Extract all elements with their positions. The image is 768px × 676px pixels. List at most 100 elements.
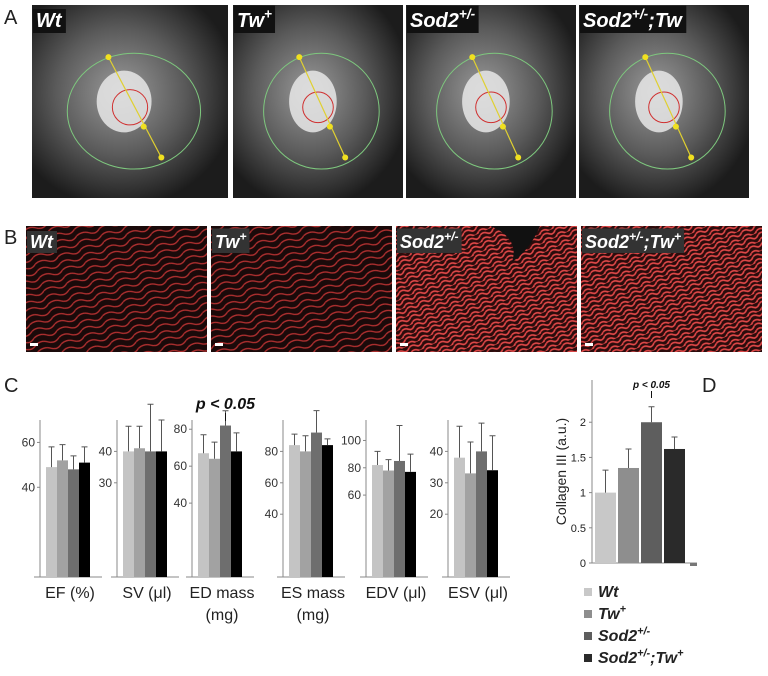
mri-contour <box>609 52 726 170</box>
superscript: + <box>239 229 246 243</box>
mri-point <box>342 154 349 161</box>
mri-axis <box>471 56 519 158</box>
label-part: Sod2 <box>585 232 629 252</box>
bar <box>465 473 476 577</box>
superscript: +/- <box>629 229 644 243</box>
image-label: Wt <box>30 232 54 252</box>
label-part: Wt <box>598 584 619 601</box>
mri-axis <box>644 56 692 158</box>
label-part: ;Tw <box>648 10 683 32</box>
mri-heart <box>635 70 683 133</box>
bar <box>476 451 487 577</box>
label-part: Sod2 <box>598 650 637 667</box>
bar <box>454 457 465 577</box>
error-bar <box>302 435 309 452</box>
error-bar <box>233 432 240 452</box>
scale-bar <box>585 343 593 346</box>
error-bar <box>125 425 132 452</box>
label-part: Sod2 <box>583 10 632 32</box>
label-box <box>234 5 276 33</box>
bar <box>46 467 57 577</box>
label-box <box>580 5 687 33</box>
bar <box>123 451 134 577</box>
y-tick-label: 0 <box>580 558 586 570</box>
legend-swatch <box>584 632 592 640</box>
mri-heart <box>289 70 337 133</box>
x-axis-label: SV (μl) <box>122 585 171 602</box>
x-axis-label: ED mass <box>190 585 255 602</box>
panel-letter: D <box>702 375 716 397</box>
legend-label: Sod2+/- <box>598 625 650 645</box>
mri-heart <box>96 70 152 133</box>
mri-point <box>105 54 112 61</box>
legend-swatch <box>584 588 592 596</box>
y-tick-label: 60 <box>265 476 279 490</box>
bar <box>57 460 68 577</box>
superscript: + <box>264 7 272 22</box>
panel-letter: B <box>4 227 17 249</box>
label-box <box>212 228 250 253</box>
bar <box>394 460 405 577</box>
y-tick-label: 0.5 <box>571 523 586 535</box>
bar <box>618 467 639 563</box>
label-part: Wt <box>36 10 63 32</box>
label-part: ;Tw <box>650 650 679 667</box>
mri-point <box>326 123 333 130</box>
label-part: Sod2 <box>400 232 444 252</box>
error-bar <box>211 441 218 459</box>
y-tick-label: 60 <box>174 459 188 473</box>
axis-end <box>690 563 697 566</box>
superscript: +/- <box>637 647 650 659</box>
y-tick-label: 40 <box>265 507 279 521</box>
x-axis-label: (mg) <box>297 607 330 624</box>
bar <box>145 451 156 577</box>
error-bar <box>48 446 55 468</box>
y-tick-label: 2 <box>580 417 586 429</box>
y-tick-label: 40 <box>430 444 444 458</box>
mri-point <box>688 154 695 161</box>
legend-label: Wt <box>598 584 619 601</box>
error-bar <box>158 419 165 452</box>
bar <box>311 432 322 577</box>
mri-point <box>296 54 303 61</box>
x-axis-label: EF (%) <box>45 585 95 602</box>
bar <box>156 451 167 577</box>
y-tick-label: 100 <box>341 433 361 447</box>
x-axis-label: (mg) <box>206 607 239 624</box>
mri-roi <box>111 89 149 126</box>
error-bar <box>81 446 88 463</box>
legend-label: Sod2+/-;Tw+ <box>598 647 684 667</box>
y-tick-label: 40 <box>22 480 36 494</box>
mri-contour <box>436 52 553 170</box>
bar <box>405 471 416 577</box>
error-bar <box>385 459 392 471</box>
label-box <box>397 228 462 253</box>
error-bar <box>324 438 331 446</box>
y-tick-label: 60 <box>22 435 36 449</box>
error-bar <box>671 436 678 449</box>
error-bar <box>200 434 207 454</box>
superscript: + <box>677 647 684 659</box>
label-part: ;Tw <box>644 232 675 252</box>
bar <box>68 469 79 577</box>
image-label: Tw+ <box>215 229 246 252</box>
y-tick-label: 20 <box>430 507 444 521</box>
y-tick-label: 60 <box>348 488 362 502</box>
scale-bar <box>400 343 408 346</box>
vessel <box>490 226 540 262</box>
panel-letter: C <box>4 375 18 397</box>
annotation: p < 0.05 <box>195 396 256 413</box>
superscript: +/- <box>637 625 650 637</box>
y-tick-label: 80 <box>348 461 362 475</box>
bar <box>198 453 209 577</box>
mri-roi <box>302 91 334 124</box>
superscript: +/- <box>632 7 649 22</box>
error-bar <box>396 424 403 461</box>
bar <box>289 445 300 577</box>
image-label: Sod2+/- <box>410 7 476 32</box>
error-bar <box>59 444 66 461</box>
label-part: Tw <box>215 232 240 252</box>
error-bar <box>313 410 320 433</box>
label-box <box>27 231 57 253</box>
